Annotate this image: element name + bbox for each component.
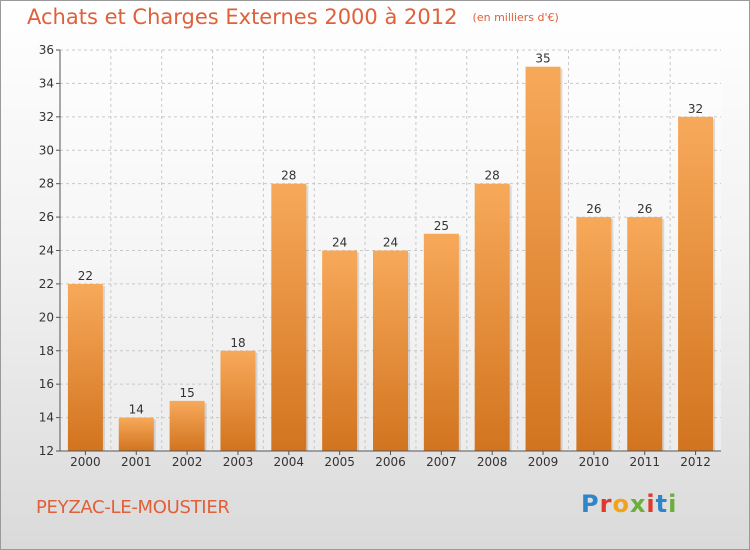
bar [474,183,510,451]
y-tick-label: 14 [39,411,54,425]
x-tick-label: 2002 [172,455,203,469]
y-tick-label: 18 [39,344,54,358]
x-tick-label: 2005 [324,455,355,469]
logo-letter: P [581,490,600,518]
bar [576,217,612,451]
x-tick-label: 2011 [629,455,660,469]
y-tick-label: 34 [39,76,54,90]
y-tick-label: 30 [39,143,54,157]
x-tick-label: 2004 [274,455,305,469]
chart-title: Achats et Charges Externes 2000 à 2012 [27,5,458,29]
logo-letter: o [612,490,630,518]
bar [322,250,358,451]
bar [220,350,256,451]
bar-value-label: 28 [485,169,500,183]
logo-letter: r [599,490,613,518]
chart-subtitle: (en milliers d'€) [472,11,559,24]
x-tick-label: 2010 [579,455,610,469]
y-tick-label: 26 [39,210,54,224]
bar [373,250,408,451]
commune-name: PEYZAC-LE-MOUSTIER [36,497,230,518]
x-tick-label: 2001 [121,455,152,469]
proxiti-logo: Proxiti [581,490,677,518]
bar-value-label: 18 [230,336,245,350]
logo-letter: t [655,490,669,518]
bar-value-label: 26 [637,202,652,216]
bar-value-label: 35 [535,52,550,66]
bar [169,400,205,451]
x-tick-label: 2006 [375,455,406,469]
x-tick-label: 2009 [528,455,559,469]
logo-letter: i [668,490,678,518]
y-tick-label: 22 [39,277,54,291]
y-tick-label: 36 [39,43,54,57]
x-tick-label: 2007 [426,455,457,469]
x-tick-label: 2012 [680,455,711,469]
bar-value-label: 26 [586,202,601,216]
y-tick-label: 20 [39,310,54,324]
logo-letter: x [629,490,647,518]
bar-value-label: 24 [383,236,398,250]
y-tick-label: 32 [39,110,54,124]
bar [525,66,561,451]
y-tick-label: 28 [39,177,54,191]
bar-value-label: 14 [129,403,144,417]
bar-value-label: 25 [434,219,449,233]
bar [423,233,459,451]
bar-value-label: 24 [332,236,347,250]
x-tick-label: 2000 [70,455,101,469]
logo-letter: i [646,490,656,518]
bar-value-label: 15 [179,386,194,400]
bar-value-label: 32 [688,102,703,116]
bar [118,417,154,451]
chart-header: Achats et Charges Externes 2000 à 2012 (… [27,5,559,29]
y-tick-label: 12 [39,444,54,458]
bar-value-label: 22 [78,269,93,283]
bar [67,283,103,451]
bar [627,217,663,451]
x-tick-label: 2008 [477,455,508,469]
bar-value-label: 28 [281,169,296,183]
x-tick-label: 2003 [223,455,254,469]
y-tick-label: 24 [39,244,54,258]
y-tick-label: 16 [39,377,54,391]
bar [678,116,714,451]
bar [271,183,307,451]
